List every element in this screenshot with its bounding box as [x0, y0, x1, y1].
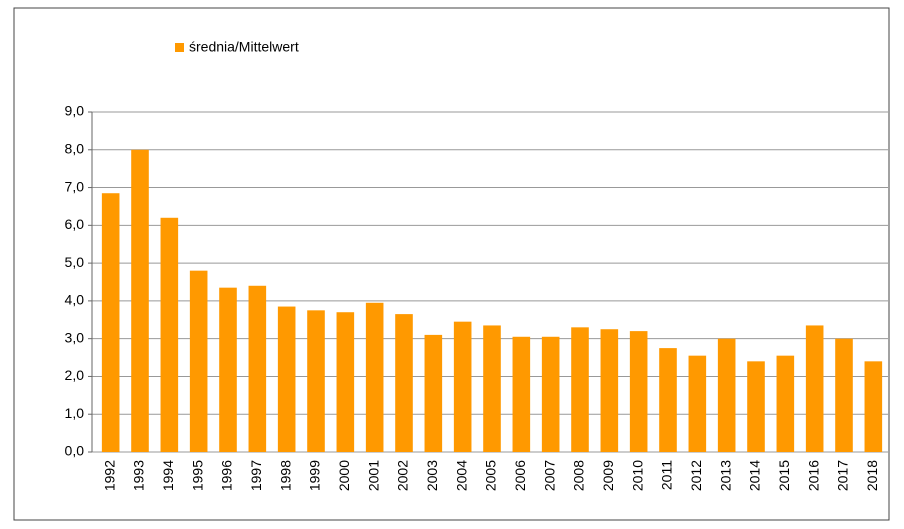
x-tick-label: 2008 [571, 460, 587, 491]
bar [600, 329, 619, 452]
x-tick-label: 2017 [835, 460, 851, 491]
x-tick-label: 1996 [219, 460, 235, 491]
bar [424, 334, 443, 452]
y-tick-label: 1,0 [65, 405, 85, 421]
bar [365, 302, 384, 452]
bar [336, 312, 355, 452]
x-tick-label: 2016 [805, 460, 821, 491]
bar [395, 314, 413, 452]
bar [717, 338, 736, 452]
x-tick-label: 2003 [424, 460, 440, 491]
bar [629, 331, 648, 452]
x-tick-label: 2013 [717, 460, 733, 491]
bar [571, 327, 589, 452]
x-tick-label: 2004 [453, 460, 469, 491]
bar [219, 287, 237, 452]
x-tick-label: 2018 [864, 460, 880, 491]
x-tick-label: 2009 [600, 460, 616, 491]
x-tick-label: 1999 [307, 460, 323, 491]
x-tick-label: 2012 [688, 460, 704, 491]
x-tick-label: 2011 [659, 460, 675, 490]
x-tick-label: 2000 [336, 460, 352, 491]
x-tick-label: 2005 [483, 460, 499, 491]
bar [277, 306, 296, 452]
y-tick-label: 8,0 [65, 140, 85, 156]
legend-label: średnia/Mittelwert [189, 39, 299, 55]
y-tick-label: 6,0 [65, 216, 85, 232]
x-tick-label: 2007 [541, 460, 557, 491]
x-tick-label: 1993 [131, 460, 147, 491]
x-tick-label: 2015 [776, 460, 792, 491]
x-tick-label: 2002 [395, 460, 411, 491]
x-tick-label: 1992 [101, 460, 117, 491]
chart-frame [13, 7, 890, 521]
bar [864, 361, 883, 452]
legend-swatch [175, 43, 184, 52]
x-tick-label: 1995 [189, 460, 205, 491]
x-tick-label: 2006 [512, 460, 528, 491]
y-tick-label: 3,0 [65, 329, 85, 345]
x-tick-label: 2001 [365, 460, 381, 491]
bar [776, 355, 795, 452]
y-tick-label: 9,0 [65, 103, 85, 119]
x-tick-label: 1997 [248, 460, 264, 491]
bar [835, 338, 853, 452]
bar [248, 285, 267, 452]
bar [512, 336, 531, 452]
bar [541, 336, 560, 452]
y-tick-label: 4,0 [65, 292, 85, 308]
bar [688, 355, 707, 452]
bar [659, 348, 677, 452]
y-tick-label: 7,0 [65, 178, 85, 194]
bar [805, 325, 824, 452]
bar [189, 270, 208, 452]
bar [453, 321, 472, 452]
bar [747, 361, 765, 452]
y-tick-label: 5,0 [65, 254, 85, 270]
x-tick-label: 2010 [629, 460, 645, 491]
bar [101, 193, 120, 452]
x-tick-label: 1998 [277, 460, 293, 491]
bar [307, 310, 325, 452]
bar [131, 149, 149, 452]
x-tick-label: 1994 [160, 460, 176, 491]
y-tick-label: 2,0 [65, 367, 85, 383]
bar [160, 217, 179, 452]
y-tick-label: 0,0 [65, 443, 85, 459]
bar [483, 325, 501, 452]
x-tick-label: 2014 [747, 460, 763, 491]
